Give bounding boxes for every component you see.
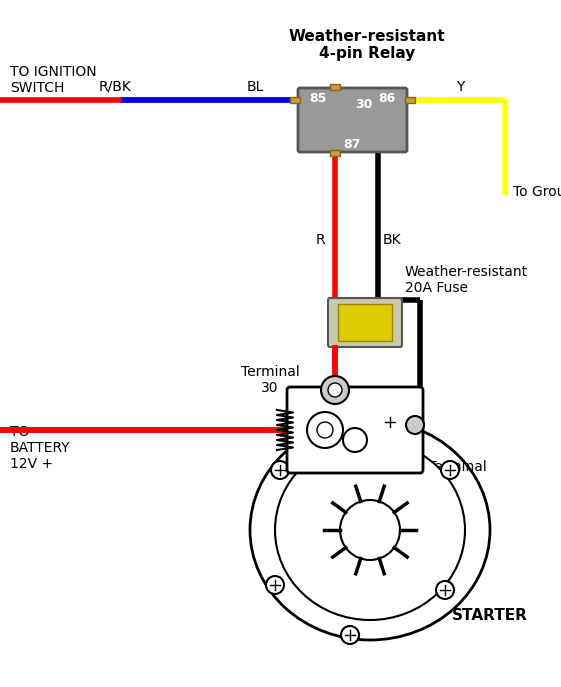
- FancyBboxPatch shape: [287, 387, 423, 473]
- Circle shape: [266, 576, 284, 594]
- Text: Terminal
30: Terminal 30: [241, 365, 300, 395]
- Text: To Ground: To Ground: [513, 185, 561, 199]
- Text: 86: 86: [378, 93, 396, 106]
- Text: BL: BL: [246, 80, 264, 94]
- Text: 30: 30: [355, 98, 373, 111]
- Text: TO
BATTERY
12V +: TO BATTERY 12V +: [10, 425, 71, 471]
- Circle shape: [307, 412, 343, 448]
- Circle shape: [341, 626, 359, 644]
- Text: Weather-resistant
20A Fuse: Weather-resistant 20A Fuse: [405, 264, 528, 295]
- Circle shape: [340, 500, 400, 560]
- Bar: [405, 97, 415, 103]
- Bar: [290, 97, 300, 103]
- Circle shape: [381, 413, 399, 431]
- Ellipse shape: [250, 420, 490, 640]
- FancyBboxPatch shape: [328, 298, 402, 347]
- Circle shape: [317, 422, 333, 438]
- Text: Y: Y: [456, 80, 464, 94]
- Text: 87: 87: [343, 137, 360, 150]
- Bar: [330, 84, 340, 90]
- Text: R: R: [315, 233, 325, 247]
- Circle shape: [271, 461, 289, 479]
- Circle shape: [343, 428, 367, 452]
- Circle shape: [441, 461, 459, 479]
- Ellipse shape: [275, 440, 465, 620]
- Text: 85: 85: [309, 93, 327, 106]
- Circle shape: [328, 383, 342, 397]
- Circle shape: [436, 581, 454, 599]
- Text: TO IGNITION
SWITCH: TO IGNITION SWITCH: [10, 65, 96, 95]
- Bar: [330, 150, 340, 156]
- Text: Weather-resistant
4-pin Relay: Weather-resistant 4-pin Relay: [289, 29, 445, 61]
- Text: BK: BK: [383, 233, 402, 247]
- Text: STARTER: STARTER: [452, 607, 528, 622]
- Bar: [338, 304, 392, 341]
- Text: Terminal
50: Terminal 50: [428, 460, 487, 490]
- Text: R/BK: R/BK: [99, 80, 131, 94]
- Circle shape: [321, 376, 349, 404]
- Circle shape: [406, 416, 424, 434]
- FancyBboxPatch shape: [298, 88, 407, 152]
